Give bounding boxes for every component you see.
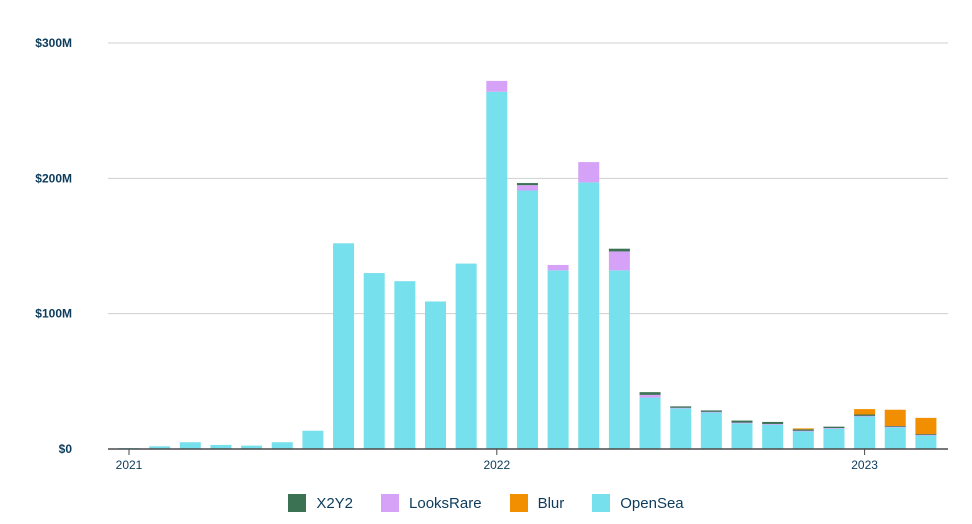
bar-segment-opensea <box>670 408 692 449</box>
bar-segment-opensea <box>363 273 385 449</box>
bar-segment-opensea <box>731 423 753 449</box>
y-axis-ticks: $0 $100M $200M $300M <box>35 36 72 456</box>
bar-segment-x2y2 <box>700 410 722 412</box>
bar-segment-x2y2 <box>670 406 692 408</box>
x-tick-label: 2023 <box>851 458 878 472</box>
x-axis-ticks: 2021 2022 2023 <box>116 449 878 472</box>
bar-segment-blur <box>792 428 814 430</box>
bar-segment-looksrare <box>854 415 876 417</box>
bar-segment-opensea <box>425 301 446 449</box>
bar-segment-x2y2 <box>915 433 937 435</box>
legend-swatch-blur <box>509 494 528 512</box>
bar-segment-looksrare <box>762 423 784 425</box>
stacked-bar-chart: $0 $100M $200M $300M 2021 2022 2023 <box>35 36 948 472</box>
bar-segment-looksrare <box>823 427 845 429</box>
y-tick-label: $300M <box>35 36 72 50</box>
bar-segment-looksrare <box>639 394 661 398</box>
y-tick-label: $200M <box>35 171 72 185</box>
bar-segment-opensea <box>792 431 814 449</box>
legend-swatch-opensea <box>592 494 611 512</box>
bar-segment-x2y2 <box>608 248 630 252</box>
y-tick-label: $0 <box>59 442 73 456</box>
bar-segment-blur <box>884 409 906 426</box>
bar-segment-opensea <box>394 281 416 449</box>
x-tick-label: 2021 <box>116 458 143 472</box>
bar-segment-opensea <box>210 444 232 449</box>
bar-segment-opensea <box>854 416 876 449</box>
bar-segment-blur <box>915 417 937 435</box>
bar-segment-looksrare <box>608 251 630 271</box>
bar-segment-looksrare <box>516 185 538 191</box>
bar-segment-x2y2 <box>854 414 876 416</box>
bar-segment-opensea <box>455 263 477 449</box>
bar-segment-looksrare <box>578 162 600 183</box>
bar-segment-opensea <box>516 190 538 449</box>
bar-segment-opensea <box>823 428 845 449</box>
legend-item-blur[interactable]: Blur <box>509 494 565 512</box>
legend-swatch-looksrare <box>381 494 400 512</box>
legend-label-x2y2: X2Y2 <box>316 494 354 512</box>
bar-segment-looksrare <box>700 411 722 413</box>
bar-segment-x2y2 <box>792 429 814 431</box>
legend-swatch-x2y2 <box>288 494 307 512</box>
bar-segment-x2y2 <box>639 392 661 395</box>
bar-segment-opensea <box>639 397 661 449</box>
legend-label-looksrare: LooksRare <box>409 494 482 512</box>
bar-segment-opensea <box>547 270 569 449</box>
x-tick-label: 2022 <box>483 458 510 472</box>
bar-segment-opensea <box>884 427 906 449</box>
bars <box>118 80 937 449</box>
bar-segment-blur <box>854 409 876 415</box>
legend-label-blur: Blur <box>537 494 565 512</box>
bar-segment-opensea <box>271 442 293 449</box>
bar-segment-x2y2 <box>516 183 538 186</box>
bar-segment-opensea <box>762 424 784 449</box>
bar-segment-x2y2 <box>884 425 906 427</box>
bar-segment-looksrare <box>915 434 937 436</box>
bar-segment-opensea <box>179 442 201 449</box>
bar-segment-looksrare <box>670 407 692 409</box>
legend-label-opensea: OpenSea <box>620 494 684 512</box>
legend-item-opensea[interactable]: OpenSea <box>592 494 684 512</box>
legend: X2Y2 LooksRare Blur OpenSea <box>0 490 972 516</box>
legend-item-looksrare[interactable]: LooksRare <box>381 494 482 512</box>
legend-item-x2y2[interactable]: X2Y2 <box>288 494 353 512</box>
bar-segment-opensea <box>608 270 630 449</box>
bar-segment-opensea <box>486 91 508 449</box>
bar-segment-opensea <box>700 412 722 449</box>
bar-segment-x2y2 <box>731 420 753 423</box>
bar-segment-opensea <box>915 435 937 449</box>
bar-segment-looksrare <box>547 264 569 271</box>
bar-segment-x2y2 <box>762 421 784 424</box>
bar-segment-opensea <box>241 445 263 449</box>
bar-segment-opensea <box>149 446 171 449</box>
bar-segment-looksrare <box>731 422 753 424</box>
bar-segment-opensea <box>333 243 355 449</box>
bar-segment-looksrare <box>792 430 814 432</box>
bar-segment-looksrare <box>486 80 508 92</box>
bar-segment-looksrare <box>884 426 906 428</box>
bar-segment-x2y2 <box>823 426 845 429</box>
y-tick-label: $100M <box>35 307 72 321</box>
bar-segment-opensea <box>302 430 324 449</box>
bar-segment-opensea <box>578 182 600 449</box>
